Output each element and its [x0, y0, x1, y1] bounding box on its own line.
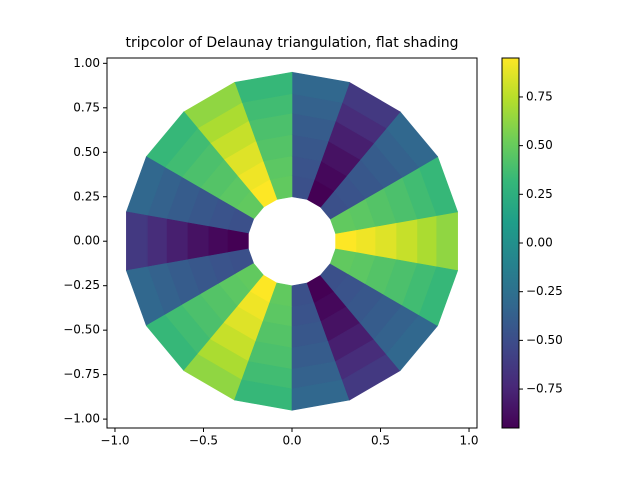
- cell: [396, 218, 418, 264]
- colorbar-tick-label: 0.00: [526, 236, 553, 250]
- cell: [436, 211, 458, 271]
- colorbar-tick-label: 0.75: [526, 89, 553, 103]
- x-tick-label: 0.5: [371, 434, 390, 448]
- y-tick-label: 0.00: [73, 234, 100, 248]
- colorbar-tick-label: −0.25: [526, 284, 563, 298]
- cell: [418, 266, 459, 327]
- colorbar: [501, 57, 520, 429]
- y-tick-label: −1.00: [63, 412, 100, 426]
- cell: [417, 215, 438, 268]
- x-tick-label: −0.5: [189, 434, 218, 448]
- y-tick-label: −0.50: [63, 323, 100, 337]
- cell: [356, 226, 376, 257]
- cell: [126, 211, 148, 271]
- chart-title: tripcolor of Delaunay triangulation, fla…: [126, 35, 459, 51]
- cell: [375, 222, 397, 261]
- y-tick-label: 1.00: [73, 56, 100, 70]
- cell: [166, 218, 188, 264]
- y-tick-label: −0.25: [63, 278, 100, 292]
- x-tick-label: −1.0: [100, 434, 129, 448]
- colorbar-tick-label: 0.50: [526, 138, 553, 152]
- colorbar-tick-label: −0.50: [526, 333, 563, 347]
- x-tick-label: 1.0: [459, 434, 478, 448]
- y-tick-label: 0.75: [73, 100, 100, 114]
- colorbar-tick-label: −0.75: [526, 382, 563, 396]
- cell: [146, 215, 167, 268]
- colorbar-tick-label: 0.25: [526, 187, 553, 201]
- y-tick-label: 0.25: [73, 189, 100, 203]
- cell: [187, 222, 209, 261]
- y-tick-label: 0.50: [73, 145, 100, 159]
- x-tick-label: 0.0: [282, 434, 301, 448]
- cell: [208, 226, 228, 257]
- y-tick-label: −0.75: [63, 367, 100, 381]
